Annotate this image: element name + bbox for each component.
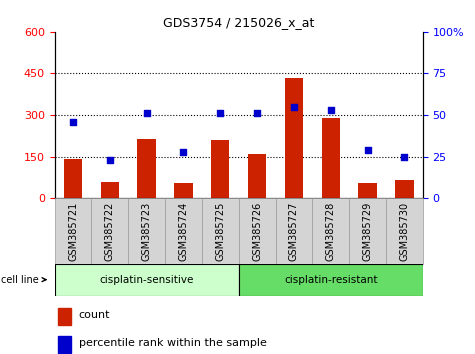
Bar bbox=[313, 198, 349, 264]
Bar bbox=[202, 198, 238, 264]
Bar bbox=[276, 198, 313, 264]
Bar bbox=[58, 308, 71, 325]
Bar bbox=[165, 198, 202, 264]
Point bbox=[217, 110, 224, 116]
Text: cell line: cell line bbox=[1, 275, 46, 285]
Text: GSM385725: GSM385725 bbox=[215, 201, 225, 261]
Text: GSM385728: GSM385728 bbox=[326, 201, 336, 261]
Point bbox=[106, 157, 114, 163]
Bar bbox=[211, 140, 229, 198]
Text: GSM385722: GSM385722 bbox=[105, 201, 115, 261]
Point bbox=[253, 110, 261, 116]
Text: GSM385726: GSM385726 bbox=[252, 201, 262, 261]
Bar bbox=[128, 198, 165, 264]
Point bbox=[400, 154, 408, 159]
Bar bbox=[55, 198, 91, 264]
Text: GSM385729: GSM385729 bbox=[362, 201, 372, 261]
Bar bbox=[174, 183, 193, 198]
Bar bbox=[101, 182, 119, 198]
Bar bbox=[58, 336, 71, 353]
Bar bbox=[322, 118, 340, 198]
Point bbox=[290, 104, 298, 110]
Text: cisplatin-resistant: cisplatin-resistant bbox=[284, 275, 378, 285]
Text: GSM385727: GSM385727 bbox=[289, 201, 299, 261]
Bar bbox=[238, 198, 276, 264]
Text: percentile rank within the sample: percentile rank within the sample bbox=[78, 338, 266, 348]
Bar bbox=[248, 154, 266, 198]
Text: cisplatin-sensitive: cisplatin-sensitive bbox=[99, 275, 194, 285]
Bar bbox=[238, 264, 423, 296]
Point bbox=[69, 119, 77, 125]
Title: GDS3754 / 215026_x_at: GDS3754 / 215026_x_at bbox=[163, 16, 314, 29]
Bar bbox=[358, 183, 377, 198]
Point bbox=[364, 147, 371, 153]
Text: GSM385730: GSM385730 bbox=[399, 201, 409, 261]
Bar bbox=[91, 198, 128, 264]
Bar bbox=[64, 159, 82, 198]
Bar bbox=[395, 180, 414, 198]
Text: count: count bbox=[78, 310, 110, 320]
Point bbox=[143, 110, 151, 116]
Bar bbox=[349, 198, 386, 264]
Bar bbox=[137, 139, 156, 198]
Text: GSM385723: GSM385723 bbox=[142, 201, 152, 261]
Bar bbox=[285, 78, 303, 198]
Text: GSM385724: GSM385724 bbox=[179, 201, 189, 261]
Bar bbox=[55, 264, 238, 296]
Bar bbox=[386, 198, 423, 264]
Text: GSM385721: GSM385721 bbox=[68, 201, 78, 261]
Point bbox=[180, 149, 187, 154]
Point bbox=[327, 107, 334, 113]
